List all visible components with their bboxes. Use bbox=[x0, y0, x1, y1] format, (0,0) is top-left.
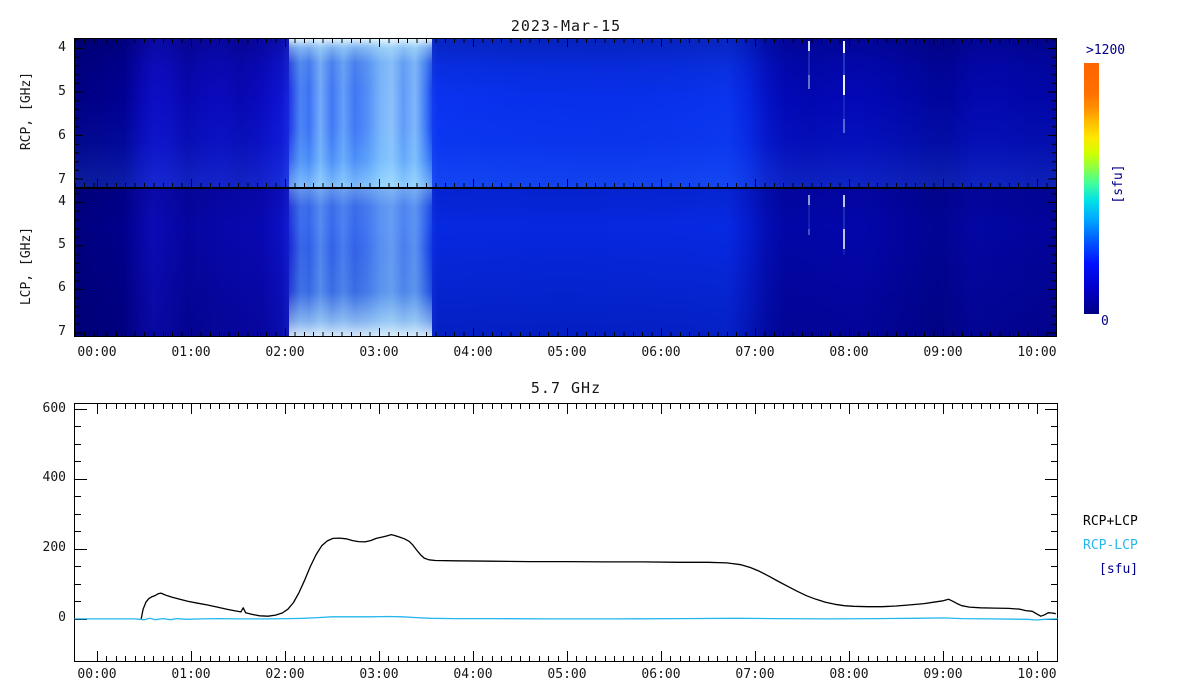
colorbar-max-label: >1200 bbox=[1086, 43, 1126, 58]
flux-tick: 600 bbox=[42, 401, 66, 416]
profile-time-tick: 01:00 bbox=[171, 667, 211, 682]
colorbar-min-label: 0 bbox=[1101, 314, 1109, 329]
colorbar bbox=[1084, 63, 1099, 314]
spec-time-tick: 04:00 bbox=[453, 345, 493, 360]
spec-time-tick: 03:00 bbox=[359, 345, 399, 360]
page-title: 2023-Mar-15 bbox=[510, 17, 622, 35]
profile-time-tick: 10:00 bbox=[1017, 667, 1057, 682]
profile-time-tick: 06:00 bbox=[641, 667, 681, 682]
spec-time-tick: 02:00 bbox=[265, 345, 305, 360]
lcp-burst-band bbox=[289, 189, 432, 336]
lcp-calibration-streak-2 bbox=[843, 195, 845, 255]
rcp-freq-tick: 5 bbox=[58, 84, 66, 99]
lcp-axis-label: LCP, [GHz] bbox=[18, 226, 34, 306]
rcp-freq-tick: 7 bbox=[58, 172, 66, 187]
profile-title: 5.7 GHz bbox=[530, 379, 602, 397]
lcp-freq-tick: 6 bbox=[58, 280, 66, 295]
rcp-calibration-streak-1 bbox=[808, 41, 810, 97]
rcp-burst-band bbox=[289, 39, 432, 187]
spec-time-tick: 05:00 bbox=[547, 345, 587, 360]
profile-time-tick: 03:00 bbox=[359, 667, 399, 682]
spec-time-tick: 09:00 bbox=[923, 345, 963, 360]
legend-rcp-plus-lcp: RCP+LCP bbox=[1083, 514, 1138, 529]
panel-separator-line bbox=[75, 187, 1056, 189]
legend-rcp-minus-lcp: RCP-LCP bbox=[1083, 538, 1138, 553]
profile-time-tick: 09:00 bbox=[923, 667, 963, 682]
profile-time-tick: 02:00 bbox=[265, 667, 305, 682]
legend-unit: [sfu] bbox=[1099, 562, 1139, 577]
spec-time-tick: 07:00 bbox=[735, 345, 775, 360]
flux-tick: 400 bbox=[42, 470, 66, 485]
lcp-calibration-streak-1 bbox=[808, 195, 810, 235]
profile-time-tick: 05:00 bbox=[547, 667, 587, 682]
lcp-spectrogram bbox=[75, 189, 1056, 336]
rcp-calibration-streak-2 bbox=[843, 41, 845, 133]
lcp-freq-tick: 4 bbox=[58, 194, 66, 209]
spec-time-tick: 10:00 bbox=[1017, 345, 1057, 360]
spec-time-tick: 01:00 bbox=[171, 345, 211, 360]
rcp-freq-tick: 4 bbox=[58, 40, 66, 55]
rcp-axis-label: RCP, [GHz] bbox=[18, 71, 34, 151]
profile-time-tick: 07:00 bbox=[735, 667, 775, 682]
dynamic-spectrum-panel bbox=[74, 38, 1057, 337]
lcp-freq-tick: 7 bbox=[58, 324, 66, 339]
spec-time-tick: 00:00 bbox=[77, 345, 117, 360]
profile-time-tick: 08:00 bbox=[829, 667, 869, 682]
spec-time-tick: 08:00 bbox=[829, 345, 869, 360]
flux-tick: 0 bbox=[58, 610, 66, 625]
colorbar-unit-label: [sfu] bbox=[1110, 164, 1126, 204]
profile-time-tick: 00:00 bbox=[77, 667, 117, 682]
profile-time-tick: 04:00 bbox=[453, 667, 493, 682]
flux-profile-chart bbox=[74, 403, 1058, 662]
flux-tick: 200 bbox=[42, 540, 66, 555]
lcp-freq-tick: 5 bbox=[58, 237, 66, 252]
spec-time-tick: 06:00 bbox=[641, 345, 681, 360]
rcp-spectrogram bbox=[75, 39, 1056, 187]
rcp-freq-tick: 6 bbox=[58, 128, 66, 143]
